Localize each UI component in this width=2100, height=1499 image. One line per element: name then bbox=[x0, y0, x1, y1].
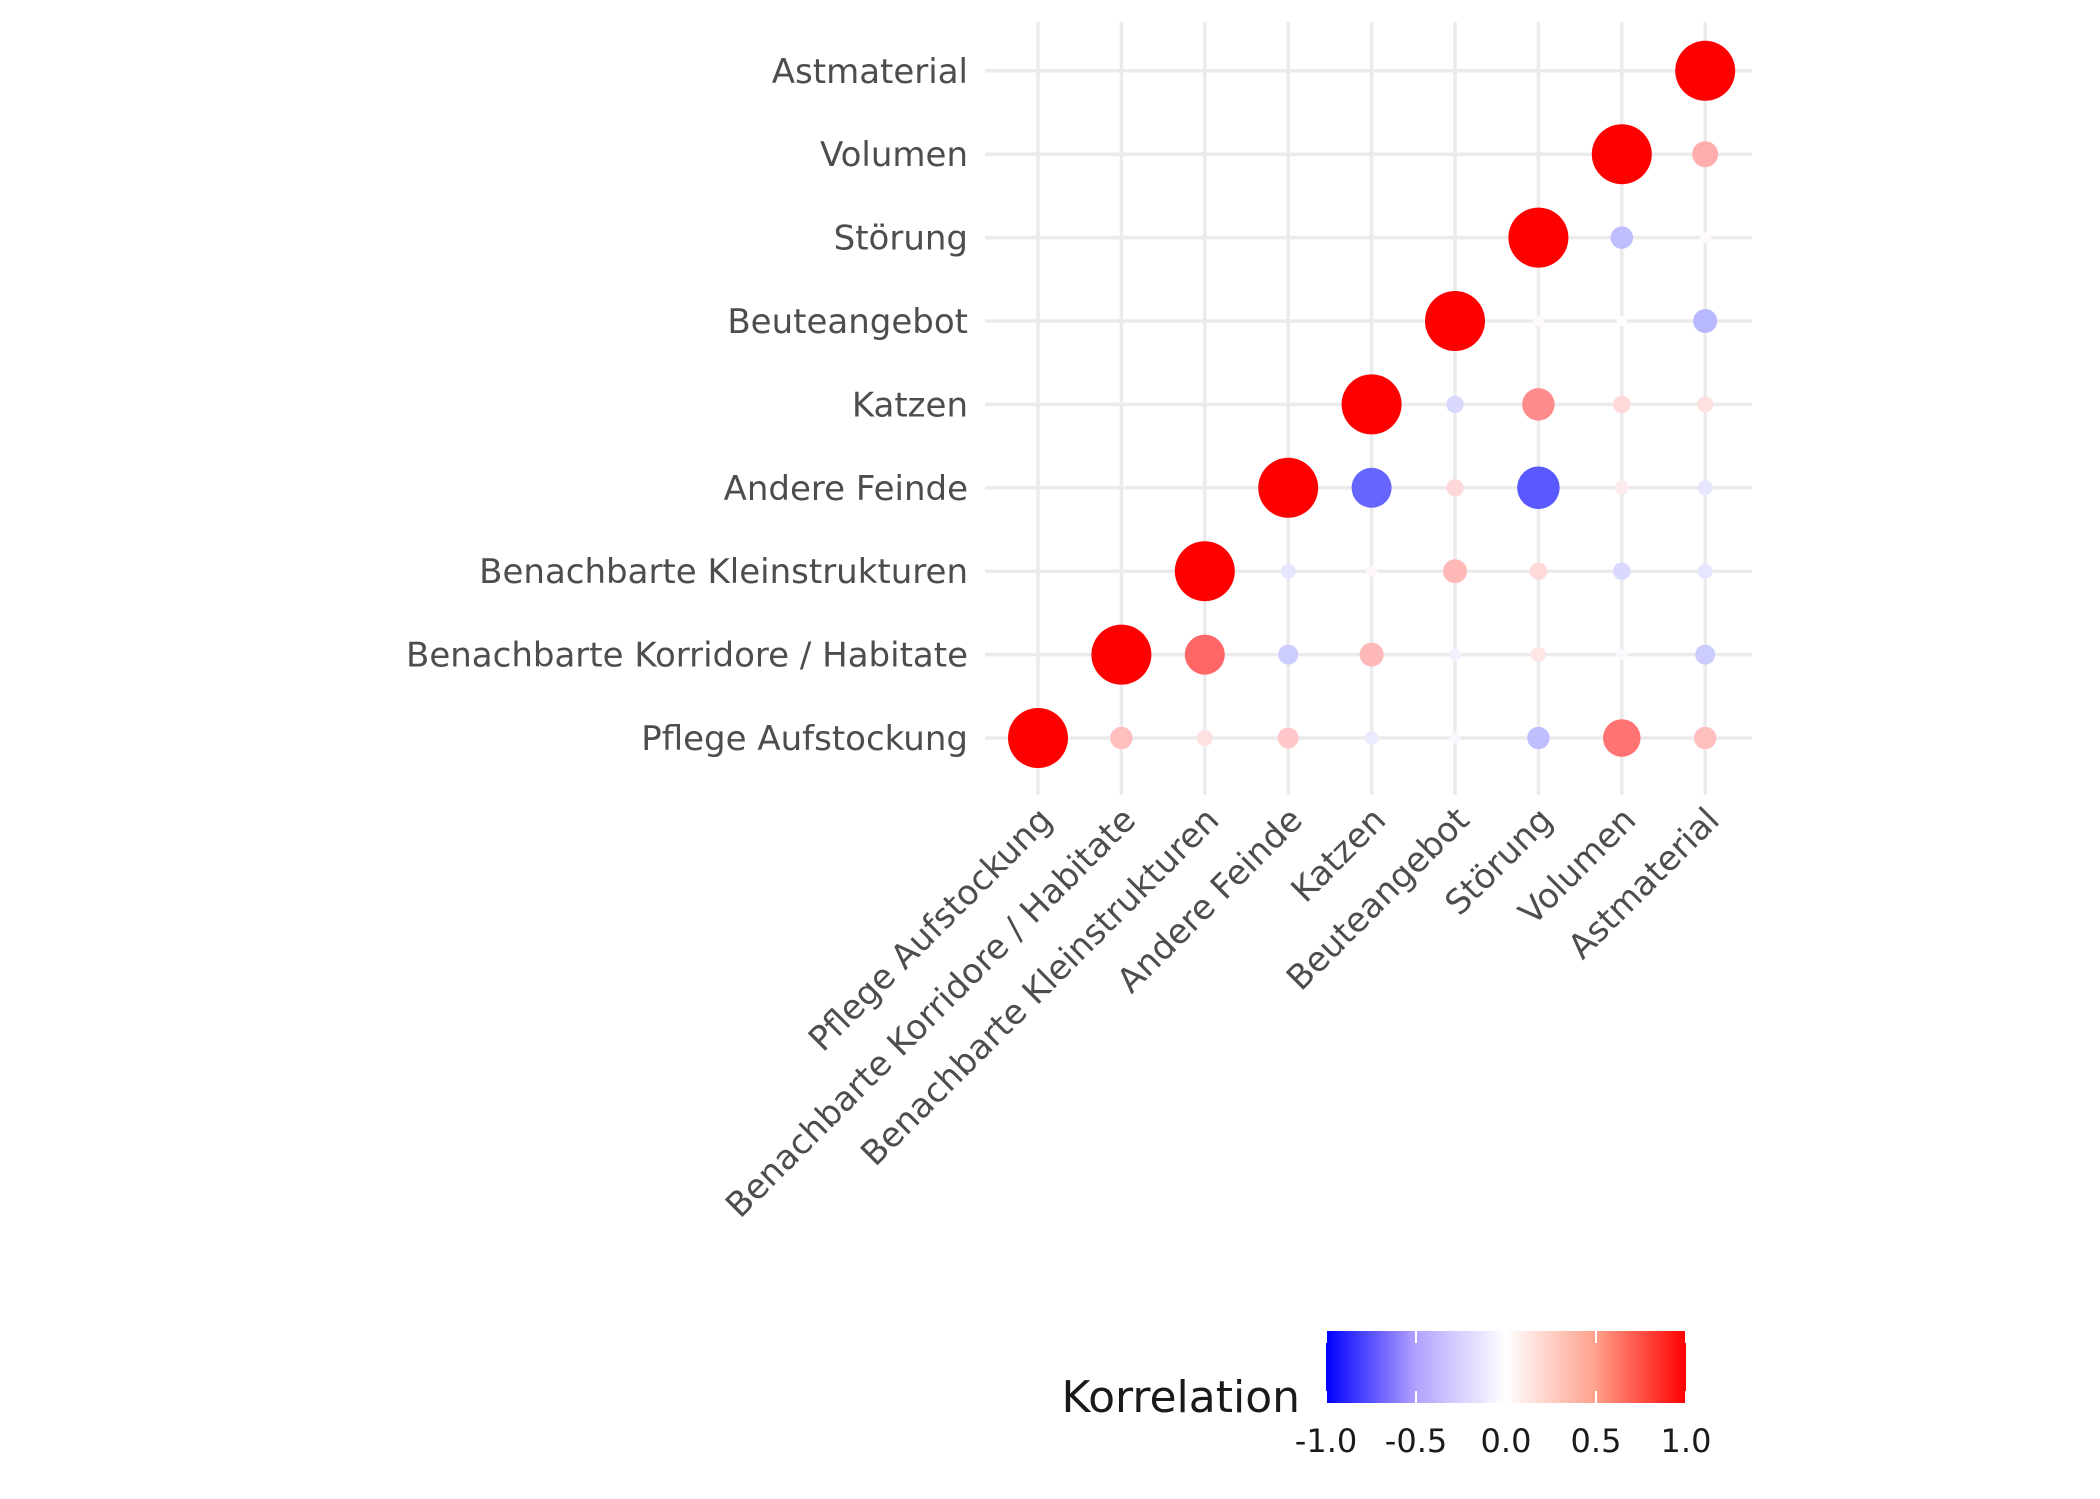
legend-tick-label: 0.5 bbox=[1571, 1422, 1622, 1460]
correlation-point bbox=[1443, 559, 1467, 584]
y-tick-label: Volumen bbox=[820, 135, 968, 175]
y-tick-label: Benachbarte Kleinstrukturen bbox=[479, 552, 968, 592]
legend-ticks: -1.0 -0.5 0.0 0.5 1.0 bbox=[1295, 1331, 1712, 1460]
correlation-point bbox=[1278, 644, 1299, 665]
correlation-point bbox=[1697, 563, 1713, 579]
correlation-points bbox=[1008, 40, 1736, 768]
correlation-point bbox=[1184, 634, 1225, 675]
y-axis-labels: Pflege Aufstockung Benachbarte Korridore … bbox=[406, 52, 968, 759]
correlation-point bbox=[1532, 315, 1544, 327]
correlation-point bbox=[1365, 565, 1378, 577]
correlation-point bbox=[1530, 647, 1546, 663]
y-tick-label: Beuteangebot bbox=[727, 302, 968, 342]
correlation-point bbox=[1613, 562, 1631, 580]
x-tick-label: Benachbarte Kleinstrukturen bbox=[853, 800, 1227, 1174]
correlation-point bbox=[1527, 726, 1550, 750]
correlation-point bbox=[1364, 731, 1379, 745]
y-tick-label: Andere Feinde bbox=[724, 469, 968, 509]
correlation-point bbox=[1508, 207, 1569, 268]
correlation-point bbox=[1603, 719, 1641, 757]
y-tick-label: Benachbarte Korridore / Habitate bbox=[406, 636, 968, 676]
correlation-point bbox=[1091, 624, 1152, 685]
correlation-point bbox=[1591, 124, 1652, 185]
correlation-point bbox=[1258, 457, 1319, 518]
correlation-point bbox=[1341, 374, 1402, 435]
y-tick-label: Pflege Aufstockung bbox=[641, 719, 968, 759]
color-legend: Korrelation -1.0 -0.5 0.0 0.5 1.0 bbox=[1061, 1331, 1711, 1460]
correlation-point bbox=[1008, 708, 1068, 768]
correlation-point bbox=[1610, 226, 1634, 249]
legend-tick-label: -0.5 bbox=[1385, 1422, 1447, 1460]
correlation-point bbox=[1616, 315, 1628, 327]
correlation-point bbox=[1697, 396, 1714, 413]
correlation-point bbox=[1174, 541, 1235, 602]
correlation-point bbox=[1697, 480, 1713, 496]
legend-tick-label: 1.0 bbox=[1661, 1422, 1712, 1460]
correlation-point bbox=[1446, 479, 1464, 497]
legend-title: Korrelation bbox=[1061, 1372, 1300, 1423]
y-tick-label: Störung bbox=[834, 219, 968, 259]
correlation-point bbox=[1359, 642, 1384, 667]
x-tick-label: Benachbarte Korridore / Habitate bbox=[718, 800, 1144, 1226]
correlation-point bbox=[1613, 395, 1631, 414]
correlation-point bbox=[1449, 732, 1461, 744]
y-tick-label: Katzen bbox=[852, 385, 968, 425]
correlation-point bbox=[1693, 726, 1717, 750]
correlation-point bbox=[1616, 649, 1628, 661]
correlation-point bbox=[1446, 395, 1464, 414]
correlation-point bbox=[1448, 648, 1462, 661]
correlation-point bbox=[1351, 467, 1392, 508]
correlation-point bbox=[1425, 291, 1485, 351]
correlation-point bbox=[1699, 232, 1711, 244]
correlation-point bbox=[1196, 730, 1213, 746]
correlation-point bbox=[1675, 40, 1736, 101]
correlation-point bbox=[1529, 562, 1548, 580]
correlation-point bbox=[1517, 466, 1560, 510]
correlation-point bbox=[1692, 141, 1719, 168]
legend-tick-label: -1.0 bbox=[1295, 1422, 1357, 1460]
correlation-point bbox=[1695, 644, 1716, 665]
correlation-point bbox=[1277, 727, 1299, 749]
correlation-point bbox=[1522, 388, 1555, 421]
y-tick-label: Astmaterial bbox=[772, 52, 968, 92]
correlation-point bbox=[1614, 480, 1629, 495]
correlation-point bbox=[1693, 309, 1718, 333]
legend-tick-label: 0.0 bbox=[1481, 1422, 1532, 1460]
correlation-point bbox=[1280, 563, 1296, 579]
correlation-point bbox=[1110, 726, 1133, 750]
